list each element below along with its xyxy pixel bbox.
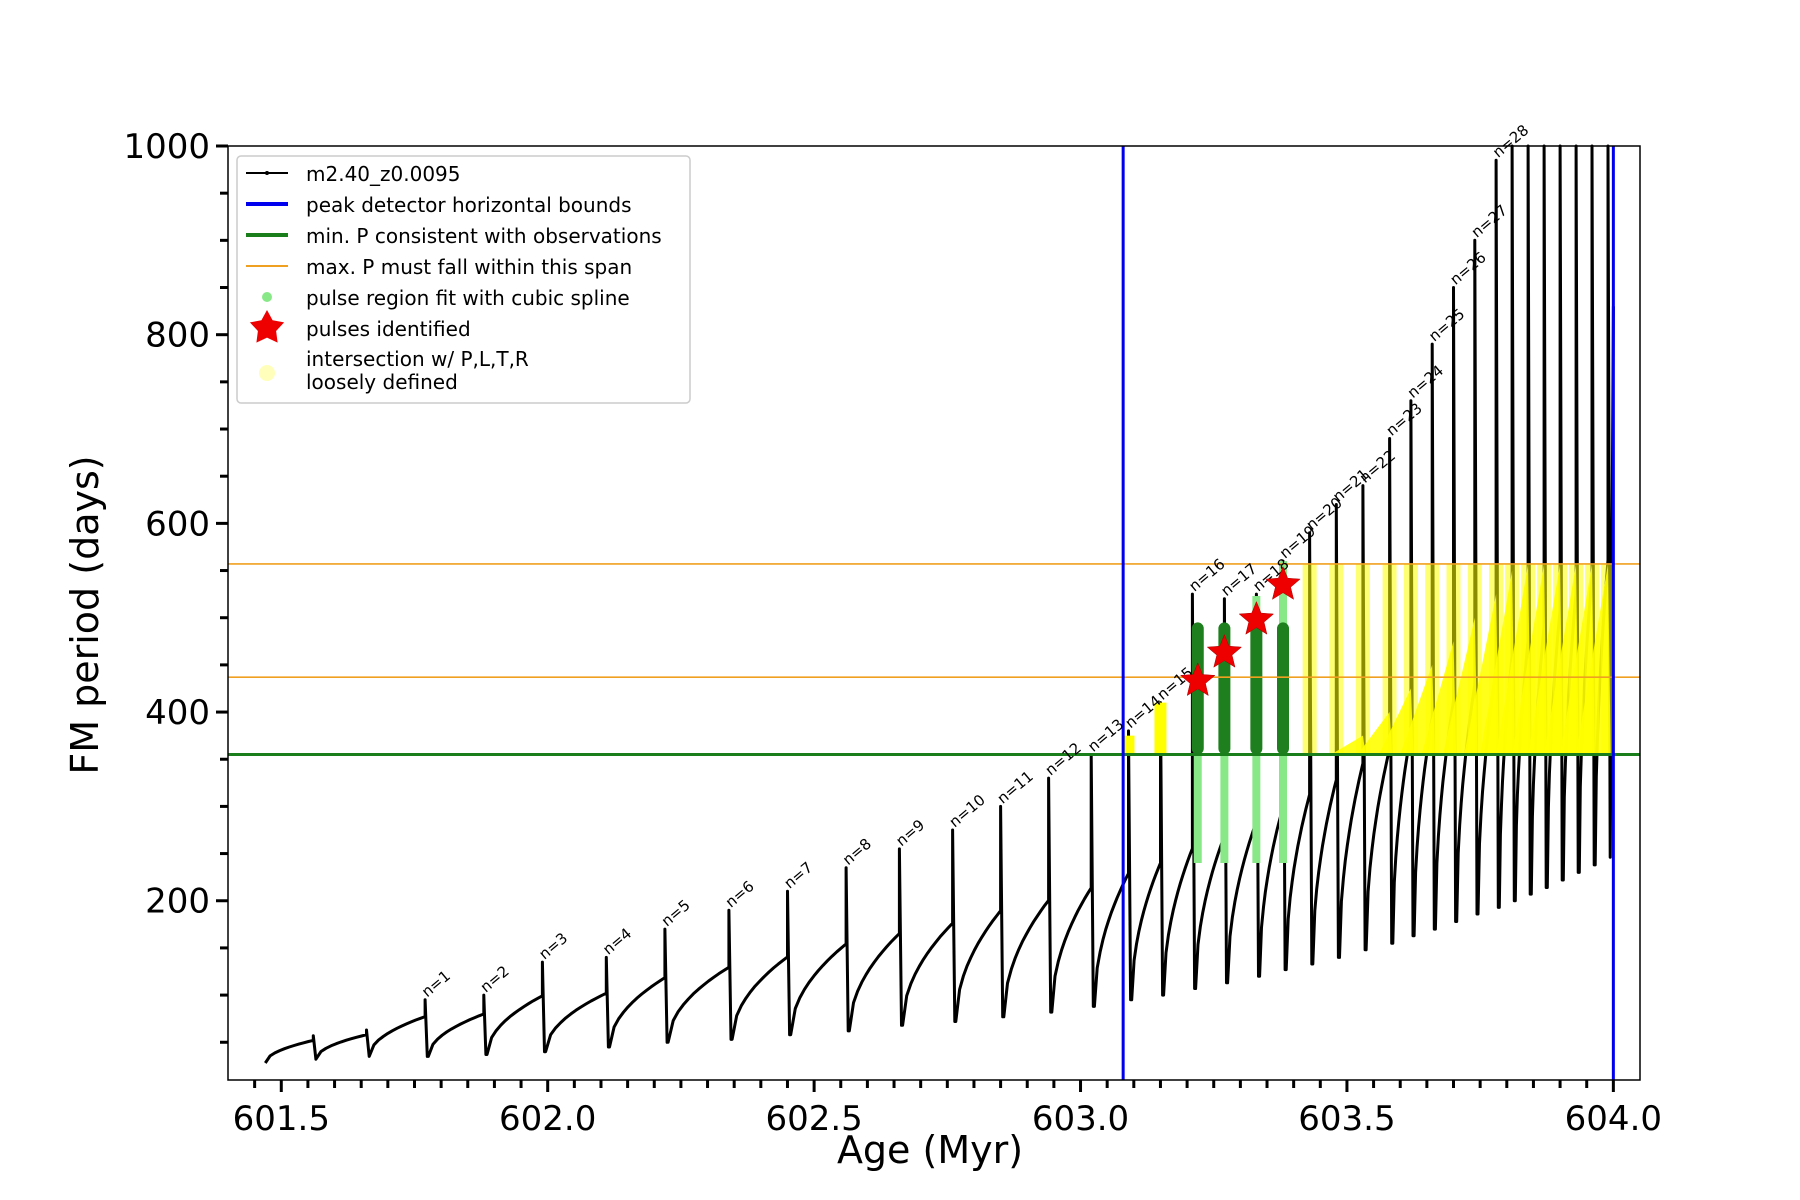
- x-axis-label: Age (Myr): [837, 1128, 1023, 1172]
- identified-pulses: [1179, 566, 1301, 697]
- y-tick-label: 600: [145, 504, 210, 544]
- intersection-wedge: [1421, 641, 1457, 755]
- identified-pulse-star: [1238, 600, 1275, 635]
- legend-label-bounds: peak detector horizontal bounds: [306, 193, 632, 217]
- intersection-wedge: [1357, 712, 1393, 755]
- x-tick-label: 602.5: [765, 1099, 862, 1139]
- legend-marker-spline: [262, 292, 272, 302]
- x-tick-label: 604.0: [1565, 1099, 1662, 1139]
- legend-label-max-period: max. P must fall within this span: [306, 255, 632, 279]
- legend-label-spline: pulse region fit with cubic spline: [306, 286, 630, 310]
- legend-label-min-period: min. P consistent with observations: [306, 224, 662, 248]
- legend-box: [236, 155, 691, 404]
- legend-label-intersection-2: loosely defined: [306, 370, 458, 394]
- legend-marker-model: [265, 171, 269, 175]
- intersection-region: [1122, 563, 1616, 755]
- spline-fit-band: [1193, 657, 1202, 864]
- x-tick-label: 603.5: [1298, 1099, 1395, 1139]
- y-tick-label: 800: [145, 316, 210, 356]
- legend-entry-pulses: pulses identified: [249, 310, 471, 343]
- intersection-band: [1154, 702, 1167, 755]
- legend-entry-min-period: min. P consistent with observations: [246, 224, 662, 248]
- intersection-band: [1302, 563, 1317, 755]
- pulse-fit-region: [1191, 561, 1290, 864]
- legend-entry-bounds: peak detector horizontal bounds: [246, 193, 632, 217]
- legend-marker-star-icon: [249, 310, 285, 343]
- legend-marker-intersection: [259, 365, 275, 381]
- axes: 601.5 602.0 602.5 603.0 603.5 604.0 200 400 600 8…: [123, 127, 1662, 1139]
- identified-pulse-star: [1179, 662, 1216, 697]
- y-tick-label: 400: [145, 693, 210, 733]
- identified-pulse-star: [1206, 633, 1243, 668]
- intersection-band: [1382, 563, 1397, 755]
- bounds-lines: [1121, 146, 1615, 1080]
- period-lines: [228, 563, 1640, 757]
- legend-entry-spline: pulse region fit with cubic spline: [262, 286, 630, 310]
- legend: m2.40_z0.0095 peak detector horizontal b…: [236, 155, 691, 404]
- y-tick-label: 1000: [123, 127, 210, 167]
- x-tick-label: 602.0: [499, 1099, 596, 1139]
- spline-fit-region: [1277, 622, 1290, 755]
- x-tick-label: 601.5: [233, 1099, 330, 1139]
- y-tick-label: 200: [145, 882, 210, 922]
- intersection-wedge: [1378, 688, 1414, 755]
- intersection-wedge: [1330, 735, 1366, 755]
- axes-frame: [227, 145, 1641, 1081]
- identified-pulse-star: [1265, 566, 1301, 600]
- intersection-wedge: [1576, 563, 1611, 755]
- x-tick-label: 603.0: [1032, 1099, 1129, 1139]
- legend-label-model: m2.40_z0.0095: [306, 162, 461, 186]
- legend-entry-intersection: intersection w/ P,L,T,R loosely defined: [259, 347, 529, 394]
- legend-entry-model: m2.40_z0.0095: [246, 162, 461, 186]
- intersection-band: [1122, 735, 1135, 755]
- legend-label-pulses: pulses identified: [306, 317, 471, 341]
- intersection-band: [1329, 563, 1344, 755]
- intersection-band: [1355, 563, 1370, 755]
- legend-entry-max-period: max. P must fall within this span: [246, 255, 632, 279]
- legend-label-intersection-1: intersection w/ P,L,T,R: [306, 347, 529, 371]
- spline-fit-region: [1250, 622, 1263, 755]
- intersection-wedge: [1442, 617, 1478, 755]
- y-axis-label: FM period (days): [63, 455, 107, 774]
- intersection-wedge: [1400, 664, 1435, 755]
